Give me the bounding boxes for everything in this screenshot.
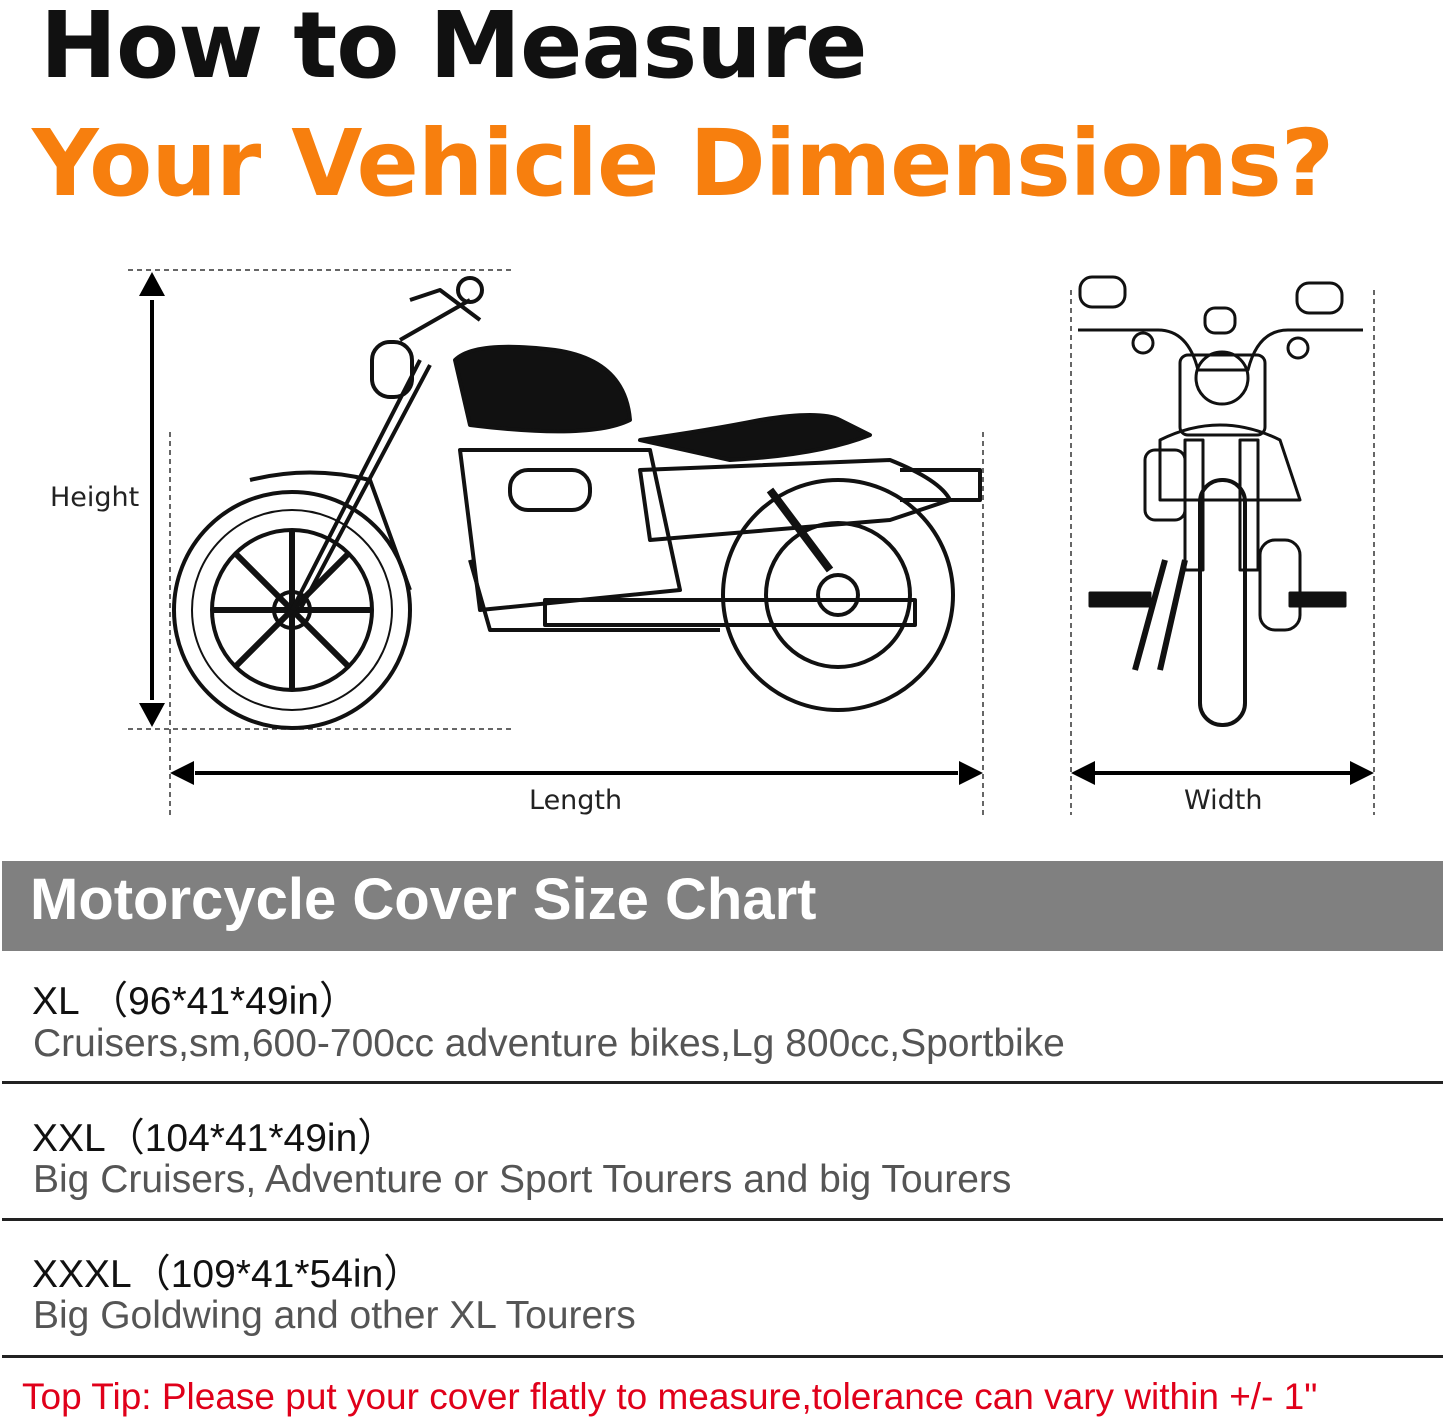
- size-xl-description: Cruisers,sm,600-700cc adventure bikes,Lg…: [33, 1022, 1065, 1065]
- length-label: Length: [529, 785, 623, 816]
- top-tip: Top Tip: Please put your cover flatly to…: [22, 1376, 1318, 1417]
- size-xxxl-description: Big Goldwing and other XL Tourers: [33, 1294, 636, 1337]
- size-xxxl: XXXL（109*41*54in）: [32, 1253, 423, 1296]
- measurement-diagram: [128, 269, 1375, 815]
- size-xxl-description: Big Cruisers, Adventure or Sport Tourers…: [33, 1158, 1012, 1201]
- dimension-arrows: [139, 272, 1374, 785]
- row-divider: [2, 1218, 1443, 1221]
- motorcycle-front-icon: [1078, 275, 1363, 727]
- row-divider: [2, 1355, 1443, 1358]
- height-label: Height: [50, 482, 140, 513]
- title-how-to-measure: How to Measure: [40, 0, 867, 99]
- size-xl: XL （96*41*49in）: [32, 980, 358, 1023]
- size-chart-banner: [2, 861, 1443, 951]
- size-xxl: XXL（104*41*49in）: [32, 1117, 397, 1160]
- guide-lines: [128, 269, 1375, 815]
- size-chart-title: Motorcycle Cover Size Chart: [30, 867, 817, 932]
- title-vehicle-dimensions: Your Vehicle Dimensions?: [32, 110, 1334, 217]
- motorcycle-side-icon: [172, 276, 982, 730]
- width-label: Width: [1184, 785, 1263, 816]
- row-divider: [2, 1081, 1443, 1084]
